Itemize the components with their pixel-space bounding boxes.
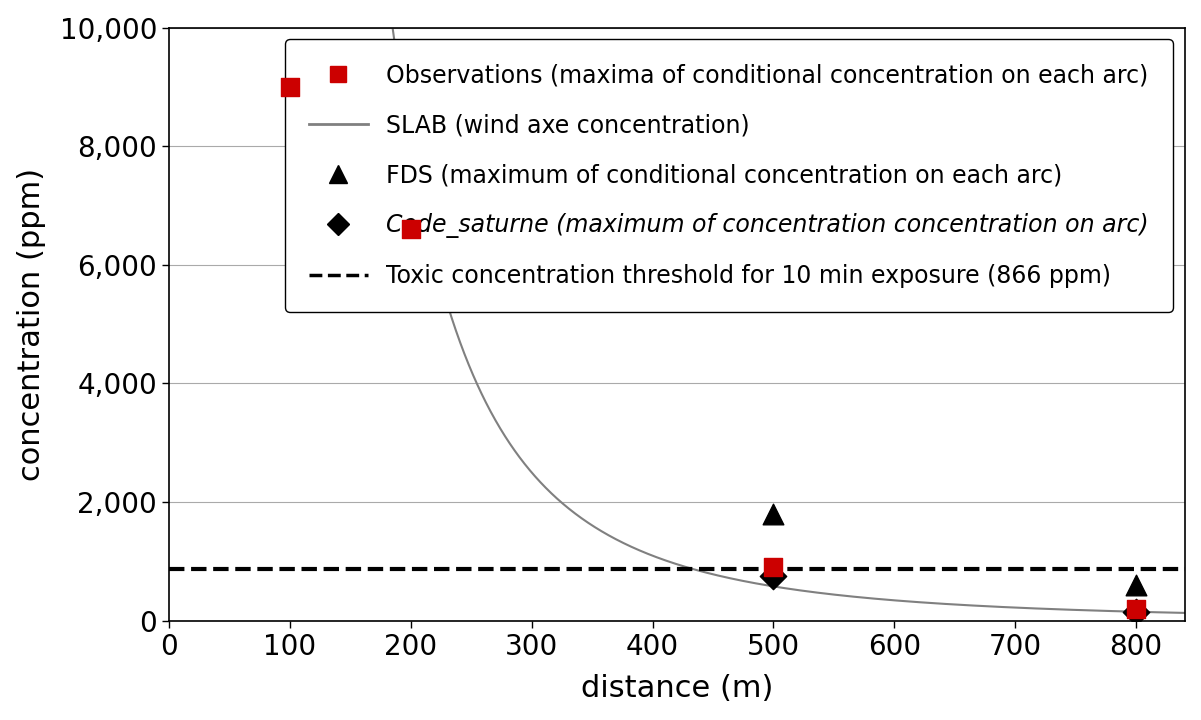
Point <box>401 223 420 235</box>
Point <box>401 126 420 138</box>
Point <box>764 570 783 582</box>
Point <box>401 199 420 211</box>
Legend: Observations (maxima of conditional concentration on each arc), SLAB (wind axe c: Observations (maxima of conditional conc… <box>285 40 1172 312</box>
Point <box>1127 603 1146 615</box>
Y-axis label: concentration (ppm): concentration (ppm) <box>17 168 46 481</box>
Point <box>764 508 783 520</box>
X-axis label: distance (m): distance (m) <box>580 675 772 703</box>
Point <box>1127 606 1146 618</box>
Point <box>280 81 299 93</box>
Point <box>764 562 783 573</box>
Point <box>1127 580 1146 591</box>
